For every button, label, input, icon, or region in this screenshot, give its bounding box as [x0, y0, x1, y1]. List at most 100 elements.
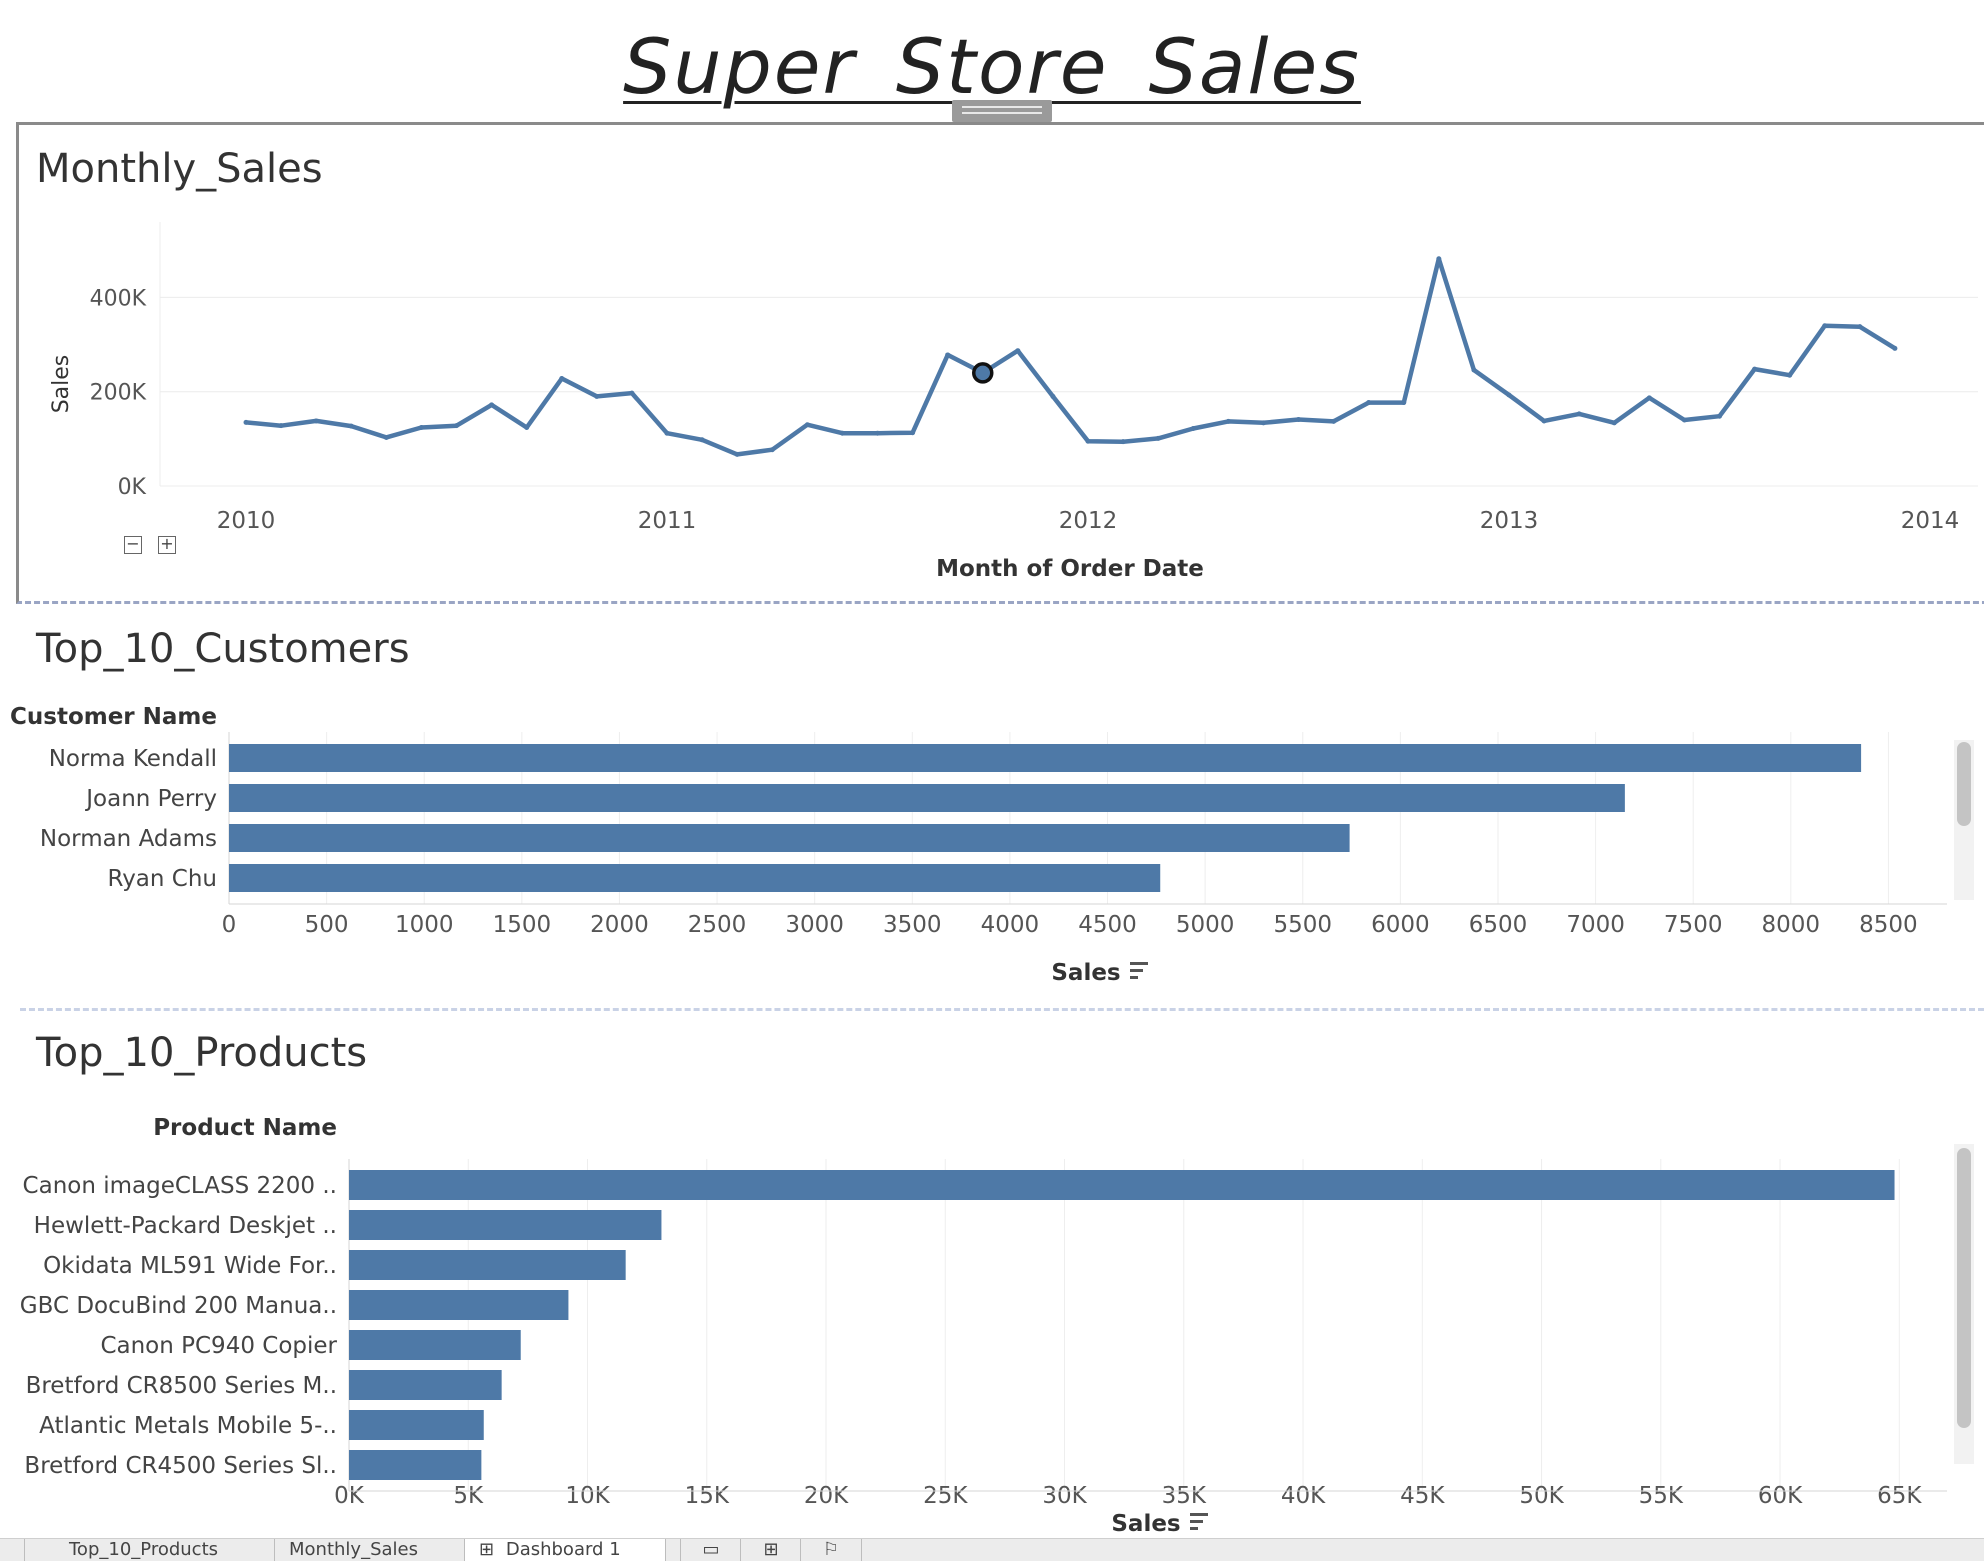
customers-scrollbar[interactable]: [1954, 740, 1974, 900]
x-tick-label: 30K: [1042, 1483, 1087, 1509]
top-customers-title: Top_10_Customers: [36, 626, 410, 672]
monthly-sales-panel[interactable]: [16, 122, 1984, 604]
x-tick-label: 500: [305, 912, 349, 938]
data-point: [1892, 345, 1898, 351]
category-label: Hewlett-Packard Deskjet ..: [34, 1213, 337, 1239]
data-point: [524, 425, 530, 431]
bar: [349, 1290, 569, 1320]
sort-icon: [1130, 976, 1138, 979]
data-point: [1120, 439, 1126, 445]
category-label: GBC DocuBind 200 Manua..: [20, 1293, 337, 1319]
tab-top-10-products[interactable]: Top_10_Products: [24, 1539, 275, 1561]
data-point: [734, 451, 740, 457]
x-tick-label: 20K: [804, 1483, 849, 1509]
x-tick-label: 45K: [1400, 1483, 1445, 1509]
x-tick-label: 5K: [453, 1483, 484, 1509]
monthly-sales-line-chart[interactable]: 0K 200K 400K 2010 2011 2012 2013 2014 Sales Month…: [0, 0, 1984, 610]
x-tick-label: 7000: [1566, 912, 1625, 938]
bar: [349, 1370, 502, 1400]
data-point: [1190, 425, 1196, 431]
x-tick-label: 25K: [923, 1483, 968, 1509]
top-products-bar-chart[interactable]: 0K 5K 10K 15K 20K 25K 30K 35K 40K 45K 50K 55K 60K 65K…: [0, 1095, 1984, 1538]
y-tick-label: 200K: [90, 381, 147, 406]
y-tick-label: 0K: [118, 475, 147, 500]
x-tick-label: 65K: [1877, 1483, 1922, 1509]
data-point: [839, 430, 845, 436]
data-point: [1331, 418, 1337, 424]
category-header: Customer Name: [10, 704, 217, 730]
resize-handle[interactable]: [952, 100, 1052, 122]
sort-icon: [1190, 1527, 1198, 1530]
x-tick-label: 15K: [685, 1483, 730, 1509]
data-point: [1857, 324, 1863, 330]
zoom-out-button[interactable]: −: [124, 536, 142, 554]
x-tick-label: 8000: [1762, 912, 1821, 938]
x-tick-label: 2000: [590, 912, 649, 938]
category-label: Canon imageCLASS 2200 ..: [23, 1173, 337, 1199]
x-tick-label: 8500: [1859, 912, 1918, 938]
data-point: [1646, 395, 1652, 401]
bar: [349, 1250, 626, 1280]
products-scroll-thumb[interactable]: [1957, 1148, 1971, 1428]
x-tick-label: 0: [222, 912, 237, 938]
category-label: Norman Adams: [40, 826, 217, 852]
data-point: [489, 402, 495, 408]
data-point: [383, 434, 389, 440]
y-axis-label: Sales: [49, 355, 74, 414]
data-point: [804, 422, 810, 428]
sort-icon: [1130, 969, 1143, 972]
category-label: Canon PC940 Copier: [100, 1333, 337, 1359]
tab-label: Dashboard 1: [505, 1539, 621, 1560]
y-tick-label: 400K: [90, 286, 147, 311]
customers-scroll-thumb[interactable]: [1957, 742, 1971, 826]
x-tick-label: 2010: [217, 508, 276, 534]
bar: [349, 1170, 1895, 1200]
x-tick-label: 3500: [883, 912, 942, 938]
data-point: [1225, 418, 1231, 424]
data-point: [1787, 372, 1793, 378]
data-point: [664, 430, 670, 436]
new-dashboard-icon[interactable]: ⊞: [740, 1539, 801, 1561]
sort-icon: [1190, 1513, 1208, 1516]
data-point: [1296, 417, 1301, 423]
category-header: Product Name: [153, 1115, 337, 1141]
sheet-tab-strip: Top_10_Products Monthly_Sales ⊞ Dashboar…: [0, 1538, 1984, 1561]
x-tick-label: 5500: [1273, 912, 1332, 938]
products-scrollbar[interactable]: [1954, 1144, 1974, 1464]
data-point: [1822, 323, 1828, 329]
data-point: [1471, 367, 1477, 373]
data-point: [418, 425, 424, 431]
data-point: [348, 423, 354, 429]
x-tick-label: 60K: [1758, 1483, 1803, 1509]
x-tick-label: 2011: [638, 508, 697, 534]
x-axis-label: Sales: [1111, 1511, 1180, 1537]
x-tick-label: 5000: [1176, 912, 1235, 938]
x-tick-label: 3000: [785, 912, 844, 938]
x-tick-label: 50K: [1519, 1483, 1564, 1509]
tab-label: Top_10_Products: [69, 1539, 219, 1560]
x-tick-label: 35K: [1162, 1483, 1207, 1509]
data-point: [1050, 393, 1056, 399]
data-point: [1541, 418, 1547, 424]
section-divider: [20, 1008, 1984, 1011]
zoom-in-button[interactable]: +: [158, 536, 176, 554]
monthly-sales-title: Monthly_Sales: [36, 146, 323, 192]
x-tick-label: 2500: [688, 912, 747, 938]
tab-dashboard-1[interactable]: ⊞ Dashboard 1: [464, 1539, 666, 1561]
new-worksheet-icon[interactable]: ▭: [680, 1539, 741, 1561]
x-tick-label: 7500: [1664, 912, 1723, 938]
tab-monthly-sales[interactable]: Monthly_Sales: [274, 1539, 465, 1561]
x-tick-label: 55K: [1639, 1483, 1684, 1509]
category-label: Atlantic Metals Mobile 5-..: [39, 1413, 337, 1439]
new-story-icon[interactable]: ⚐: [800, 1539, 862, 1561]
data-point: [1401, 400, 1407, 406]
data-point: [1085, 438, 1091, 444]
bar: [229, 824, 1350, 852]
category-label: Ryan Chu: [107, 866, 217, 892]
top-customers-bar-chart[interactable]: 0 500 1000 1500 2000 2500 3000 3500 4000 4500 5000…: [0, 690, 1984, 1010]
x-tick-label: 6500: [1469, 912, 1528, 938]
sort-icon: [1190, 1520, 1203, 1523]
data-point: [1611, 420, 1617, 426]
data-point: [1155, 435, 1161, 441]
bar: [349, 1410, 484, 1440]
